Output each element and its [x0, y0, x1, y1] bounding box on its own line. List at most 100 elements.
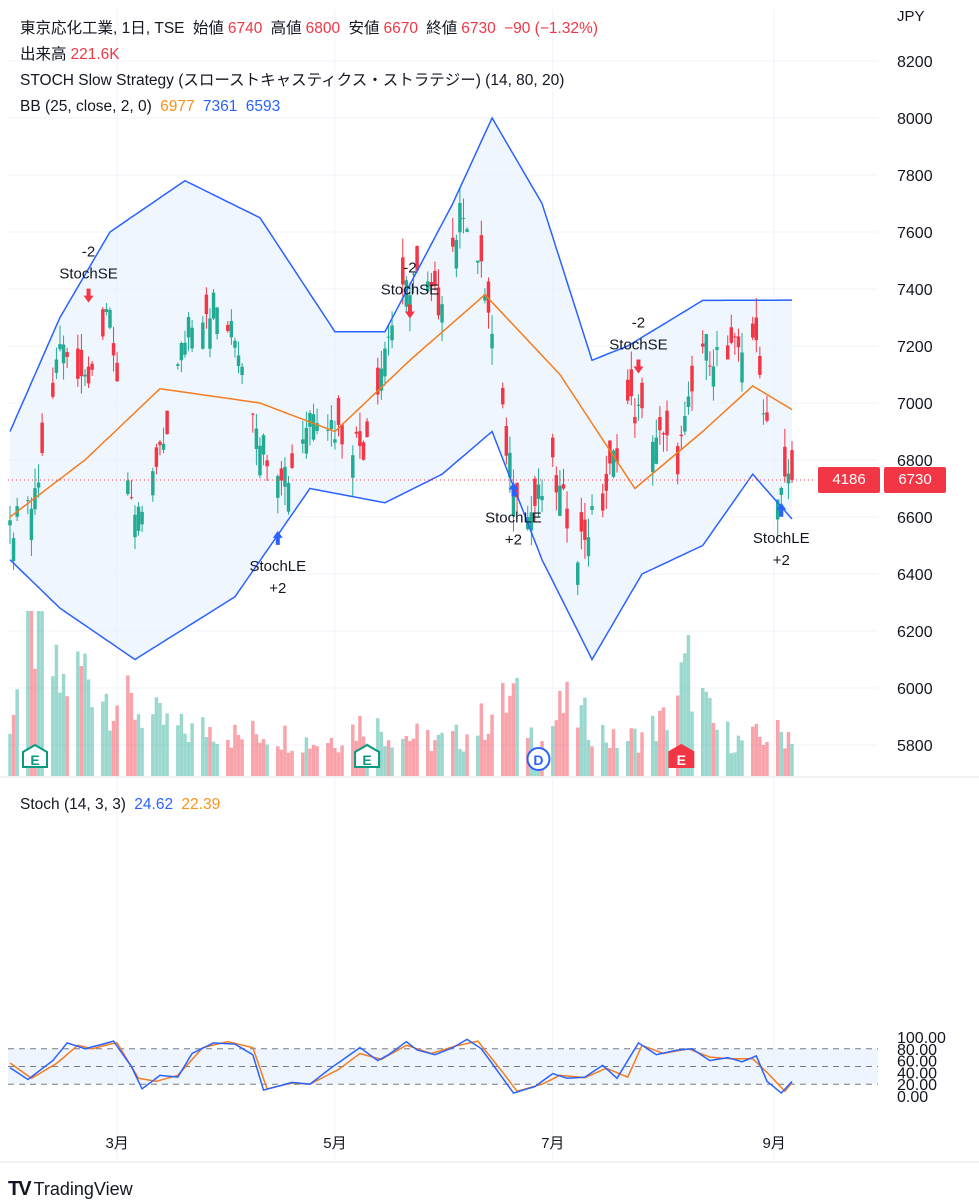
candle-body [354, 431, 359, 434]
time-tick-label: 9月 [762, 1135, 785, 1152]
candle-body [186, 317, 191, 338]
volume-bar [476, 735, 480, 776]
signal-qty: +2 [269, 580, 286, 597]
volume-bar [261, 738, 266, 776]
volume-bar [229, 747, 234, 776]
strategy-legend[interactable]: STOCH Slow Strategy (スローストキャスティクス・ストラテジー… [20, 68, 568, 94]
volume-bar [233, 724, 237, 776]
event-marker-letter: E [30, 752, 39, 768]
volume-bars [8, 611, 794, 776]
long-signal-arrow-icon [776, 502, 787, 517]
candle-body [36, 482, 41, 488]
bb-legend[interactable]: BB (25, close, 2, 0) 6977 7361 6593 [20, 94, 284, 120]
volume-bar [33, 668, 37, 776]
candle-body [404, 280, 409, 307]
candle-body [61, 344, 66, 364]
volume-bar [725, 721, 730, 776]
volume-bar [351, 724, 355, 776]
volume-bar [679, 662, 684, 776]
candle-body [754, 317, 759, 341]
candle-body [183, 342, 187, 355]
candle-body [700, 343, 705, 347]
bb-basis-value: 6977 [160, 98, 195, 115]
candle-body [265, 460, 269, 467]
candle-body [29, 508, 34, 541]
candle-body [358, 431, 362, 447]
candle-body [151, 471, 155, 496]
candle-body [329, 420, 334, 430]
volume-bar [608, 747, 612, 776]
candle-body [676, 446, 680, 475]
strategy-label[interactable]: STOCH Slow Strategy (スローストキャスティクス・ストラテジー… [20, 72, 565, 89]
candle-body [615, 448, 619, 463]
volume-bar [761, 744, 766, 776]
volume-bar [790, 743, 794, 776]
candle-body [126, 480, 130, 495]
volume-bar [265, 744, 269, 776]
volume-bar [358, 715, 362, 776]
time-tick-label: 5月 [323, 1135, 346, 1152]
candle-body [508, 452, 512, 478]
stoch-k-value: 24.62 [134, 796, 174, 813]
candle-body [629, 369, 634, 397]
stoch-legend[interactable]: Stoch (14, 3, 3) 24.62 22.39 [20, 792, 224, 818]
stoch-k-line [9, 1038, 793, 1095]
volume-bar [504, 712, 509, 776]
candle-body [750, 323, 755, 338]
candle-body [479, 235, 484, 262]
candle-body [386, 336, 391, 338]
volume-bar [665, 730, 669, 776]
candle-body [336, 398, 341, 425]
signal-label: StochLE [249, 558, 306, 575]
volume-bar [176, 725, 180, 776]
close-value: 6730 [461, 20, 496, 37]
candle-body [558, 485, 562, 516]
volume-bar [304, 737, 309, 776]
volume-bar [461, 751, 466, 776]
close-label: 終値 [426, 20, 458, 37]
candle-body [233, 340, 237, 348]
volume-bar [704, 691, 709, 776]
candle-body [465, 229, 469, 232]
candle-body [129, 497, 134, 499]
candle-body [379, 368, 384, 391]
candle-body [583, 519, 587, 540]
volume-bar [429, 751, 434, 776]
volume-bar [315, 746, 319, 776]
price-tick-label: 6000 [897, 681, 933, 698]
candle-body [626, 379, 630, 401]
price-tick-label: 6800 [897, 453, 933, 470]
stoch-label[interactable]: Stoch (14, 3, 3) [20, 796, 126, 813]
price-tick-label: 7200 [897, 339, 933, 356]
bollinger-band-fill [10, 118, 792, 660]
currency-label: JPY [897, 8, 925, 25]
candle-body [758, 356, 762, 375]
candle-body [704, 334, 709, 361]
candle-body [786, 473, 791, 484]
candle-body [708, 365, 712, 367]
volume-bar [376, 718, 380, 776]
volume-bar [15, 689, 19, 776]
symbol-line[interactable]: 東京応化工業, 1日, TSE [20, 20, 185, 37]
price-tick-label: 6400 [897, 567, 933, 584]
bb-label[interactable]: BB (25, close, 2, 0) [20, 98, 152, 115]
volume-bar [629, 728, 634, 776]
volume-bar [486, 733, 491, 776]
candle-body [58, 344, 62, 350]
volume-bar [90, 707, 94, 776]
volume-bar [190, 723, 194, 776]
volume-label[interactable]: 出来高 [20, 46, 67, 63]
candle-body [551, 437, 555, 458]
volume-bar [204, 736, 209, 776]
candle-body [658, 417, 662, 431]
tradingview-logo[interactable]: TV TradingView [8, 1178, 133, 1201]
candle-body [483, 294, 487, 301]
volume-bar [158, 703, 162, 776]
candle-body [686, 396, 691, 408]
volume-bar [108, 730, 112, 776]
stoch-tick-label: 80.00 [897, 1042, 937, 1059]
volume-bar [254, 734, 259, 776]
candle-body [11, 538, 16, 561]
stoch-tick-label: 0.00 [897, 1089, 928, 1106]
